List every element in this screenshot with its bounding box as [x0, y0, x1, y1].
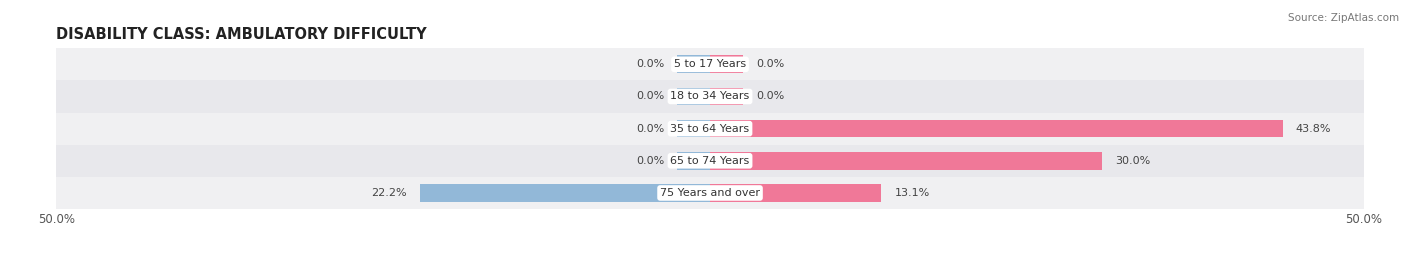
Text: DISABILITY CLASS: AMBULATORY DIFFICULTY: DISABILITY CLASS: AMBULATORY DIFFICULTY	[56, 27, 427, 42]
Bar	[420, 184, 710, 202]
Bar	[710, 55, 742, 73]
Bar	[678, 88, 710, 105]
Bar	[56, 80, 1364, 113]
Text: 75 Years and over: 75 Years and over	[659, 188, 761, 198]
Bar	[678, 120, 710, 137]
Bar	[678, 152, 710, 170]
Bar	[710, 152, 1102, 170]
Text: 0.0%: 0.0%	[636, 156, 664, 166]
Text: 0.0%: 0.0%	[756, 91, 785, 102]
Legend: Male, Female: Male, Female	[644, 263, 776, 268]
Bar	[56, 48, 1364, 80]
Text: 0.0%: 0.0%	[756, 59, 785, 69]
Text: Source: ZipAtlas.com: Source: ZipAtlas.com	[1288, 13, 1399, 23]
Bar	[56, 177, 1364, 209]
Text: 13.1%: 13.1%	[894, 188, 929, 198]
Text: 5 to 17 Years: 5 to 17 Years	[673, 59, 747, 69]
Bar	[56, 113, 1364, 145]
Text: 43.8%: 43.8%	[1296, 124, 1331, 134]
Bar	[710, 88, 742, 105]
Bar	[710, 120, 1282, 137]
Text: 0.0%: 0.0%	[636, 59, 664, 69]
Bar	[678, 55, 710, 73]
Text: 18 to 34 Years: 18 to 34 Years	[671, 91, 749, 102]
Bar	[710, 184, 882, 202]
Text: 0.0%: 0.0%	[636, 91, 664, 102]
Text: 22.2%: 22.2%	[371, 188, 406, 198]
Text: 35 to 64 Years: 35 to 64 Years	[671, 124, 749, 134]
Text: 30.0%: 30.0%	[1115, 156, 1150, 166]
Bar	[56, 145, 1364, 177]
Text: 65 to 74 Years: 65 to 74 Years	[671, 156, 749, 166]
Text: 0.0%: 0.0%	[636, 124, 664, 134]
